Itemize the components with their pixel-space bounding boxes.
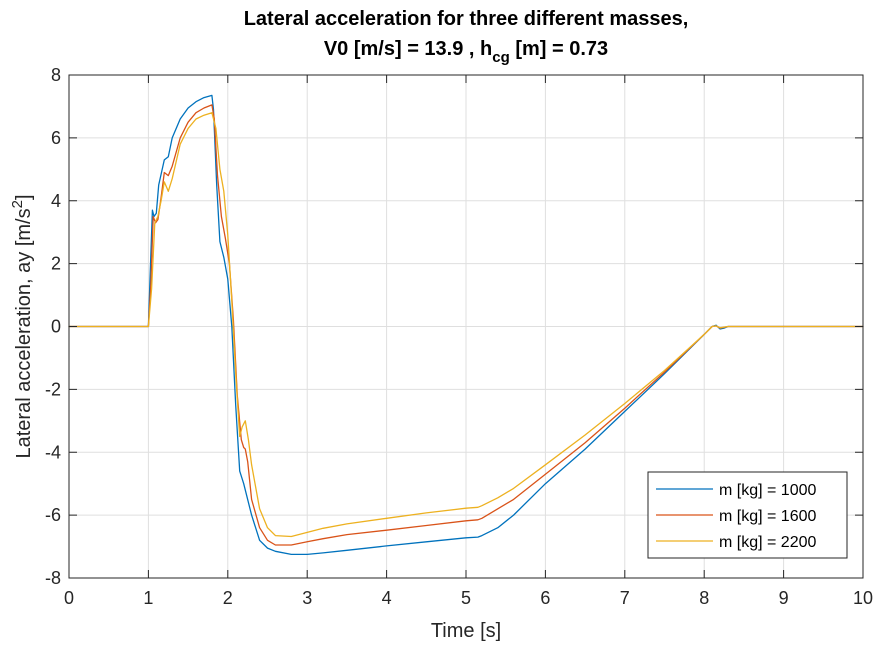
legend-entry-2200: m [kg] = 2200: [719, 534, 816, 551]
x-tick-label: 8: [699, 588, 709, 608]
y-tick-label: 8: [51, 65, 61, 85]
x-tick-label: 4: [382, 588, 392, 608]
y-axis-label-end: ]: [13, 194, 35, 200]
y-axis-label-superscript: 2: [9, 200, 26, 208]
plot-lines: [68, 94, 864, 556]
x-tick-label: 5: [461, 588, 471, 608]
x-tick-label: 9: [779, 588, 789, 608]
y-tick-label: 6: [51, 128, 61, 148]
y-axis-label-main: Lateral acceleration, ay [m/s: [13, 208, 35, 458]
x-tick-label: 2: [223, 588, 233, 608]
y-tick-label: -6: [45, 505, 61, 525]
chart-title-line-1: Lateral acceleration for three different…: [244, 8, 689, 30]
chart-title-line-2-subscript: cg: [492, 49, 510, 66]
x-axis-label: Time [s]: [431, 620, 501, 642]
x-tick-label: 6: [540, 588, 550, 608]
x-tick-label: 7: [620, 588, 630, 608]
y-tick-label: -4: [45, 442, 61, 462]
y-tick-label: -8: [45, 568, 61, 588]
legend: m [kg] = 1000 m [kg] = 1600 m [kg] = 220…: [647, 471, 848, 559]
series-line-3: [68, 112, 864, 538]
y-tick-label: -2: [45, 379, 61, 399]
chart-title-line-2: V0 [m/s] = 13.9 , hcg [m] = 0.73: [324, 38, 608, 66]
chart-title-line-2-prefix: V0 [m/s] = 13.9 , h: [324, 38, 492, 60]
y-tick-label: 2: [51, 254, 61, 274]
y-tick-label: 4: [51, 191, 61, 211]
x-tick-label: 1: [143, 588, 153, 608]
x-tick-label: 10: [853, 588, 873, 608]
x-tick-label: 0: [64, 588, 74, 608]
y-axis-label: Lateral acceleration, ay [m/s2]: [9, 194, 35, 458]
legend-entry-1000: m [kg] = 1000: [719, 482, 816, 499]
axis-ticks: 0 1 2 3 4 5 6 7 8 9 10 -8 -6 -4 -2 0 2 4 6 8: [45, 65, 873, 608]
legend-entry-1600: m [kg] = 1600: [719, 508, 816, 525]
chart-title-line-2-suffix: [m] = 0.73: [510, 38, 608, 60]
y-tick-label: 0: [51, 317, 61, 337]
x-tick-label: 3: [302, 588, 312, 608]
